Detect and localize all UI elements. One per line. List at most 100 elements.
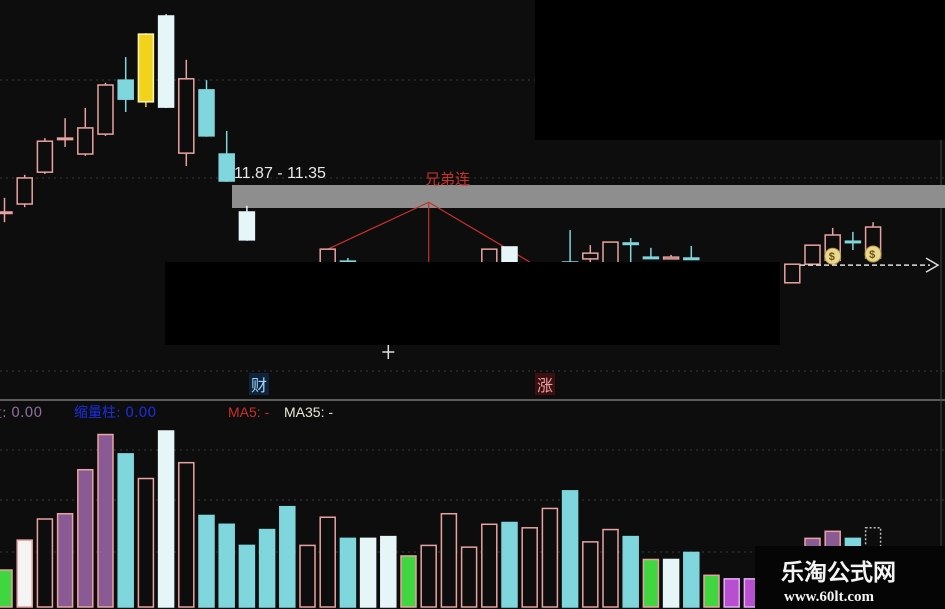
zhang-marker[interactable]: 涨 [537, 376, 553, 395]
candle [0, 197, 13, 223]
volume-bar [642, 558, 660, 608]
arrow-right-icon [925, 257, 940, 273]
candle [16, 174, 33, 208]
volume-bar [117, 453, 134, 608]
volume-bar [440, 512, 458, 608]
candle [36, 138, 54, 174]
cai-marker-bg [249, 373, 269, 395]
candle [218, 131, 235, 182]
volume-bar [77, 468, 94, 608]
volume-bar [359, 537, 377, 608]
ma5-legend: MA5: - [228, 404, 270, 420]
price-band [232, 185, 945, 208]
candle-body [582, 252, 599, 260]
volume-bar [561, 490, 579, 608]
volume-bar [157, 430, 175, 608]
candle-body [137, 33, 155, 103]
ma35-legend: MA35: - [284, 404, 333, 420]
candle [178, 59, 195, 166]
money-bag-icon [864, 245, 882, 263]
candle-body [804, 244, 821, 265]
candle [117, 57, 134, 112]
watermark-name: 乐淘公式网 [781, 559, 896, 586]
volume-bar [380, 535, 397, 608]
candle [582, 245, 599, 262]
volume-bar [198, 514, 215, 608]
candle [662, 254, 680, 260]
volume-legend: 量: 0.00 [0, 405, 42, 421]
volume-bar [339, 537, 357, 608]
candle-body [662, 256, 680, 260]
money-bag-symbol: $ [829, 251, 835, 263]
candle-body [157, 15, 175, 108]
candle-body [844, 240, 862, 244]
candle: $ [864, 222, 882, 263]
candle-body [178, 78, 195, 154]
volume-bar [319, 516, 336, 608]
candle [844, 231, 862, 251]
candle [602, 241, 619, 266]
volume-bar [602, 528, 619, 608]
candle [97, 82, 114, 136]
volume-bar [521, 527, 538, 608]
volume-bar [36, 518, 54, 608]
candle [77, 108, 94, 156]
volume-bar [299, 544, 316, 608]
candle [561, 230, 579, 265]
candle-body [198, 89, 215, 137]
volume-bar [279, 505, 296, 608]
candle-body [97, 84, 114, 135]
volume-bar [683, 551, 700, 608]
redaction-box-middle [165, 262, 780, 345]
volume-bar [0, 569, 13, 608]
volume-bar [622, 535, 639, 608]
volume-bar [258, 528, 276, 608]
volume-bar [481, 523, 498, 608]
money-bag-icon [824, 247, 842, 265]
candle-body [238, 211, 256, 241]
volume-bar [541, 507, 559, 608]
candle: $ [824, 227, 842, 265]
volume-bar [238, 544, 256, 608]
candle-body [0, 211, 13, 215]
support-line [800, 257, 940, 273]
candle-body [117, 79, 134, 100]
candle [198, 80, 215, 137]
candle [238, 205, 256, 241]
candle [683, 246, 700, 261]
redaction-box-top-right [535, 0, 945, 140]
volume-bar [97, 433, 114, 608]
candle-body [36, 140, 54, 173]
zhang-marker-bg [535, 373, 555, 395]
candle [784, 263, 801, 284]
volume-bar [460, 546, 478, 608]
watermark-url: www.60lt.com [784, 589, 874, 605]
cross-marker [382, 345, 395, 359]
candle-body [56, 137, 74, 141]
candle-body [784, 263, 801, 284]
volume-bar [662, 558, 680, 608]
volume-bar [582, 541, 599, 608]
volume-bar [218, 523, 235, 608]
volume-bars [0, 430, 882, 608]
candle [622, 238, 639, 262]
candle-body [218, 153, 235, 182]
cai-marker[interactable]: 财 [251, 376, 267, 395]
volume-bar [137, 477, 155, 608]
money-bag-symbol: $ [869, 249, 875, 261]
volume-bar [400, 555, 417, 608]
volume-bar [56, 512, 74, 608]
volume-bar [420, 544, 437, 608]
candle [642, 247, 660, 260]
volume-bar [178, 461, 195, 608]
volume-bar [501, 521, 518, 608]
shrink-volume-legend: 缩量柱: 0.00 [74, 405, 156, 421]
candle [157, 14, 175, 109]
pattern-lines [327, 201, 531, 263]
volume-bar [723, 578, 740, 608]
price-band-label: 11.87 - 11.35 [234, 165, 326, 182]
volume-bar [703, 574, 720, 608]
candle-body [622, 242, 639, 246]
